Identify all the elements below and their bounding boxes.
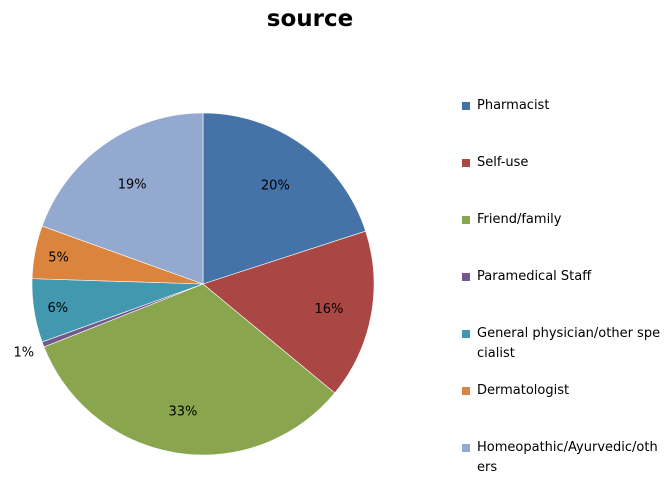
legend-label: Paramedical Staff (477, 269, 592, 284)
legend-label: General physician/other specialist (477, 326, 661, 361)
slice-data-label: 6% (47, 301, 68, 316)
slice-data-label: 33% (168, 405, 197, 420)
legend-label: Homeopathic/Ayurvedic/others (477, 440, 658, 475)
legend-item: Paramedical Staff (462, 267, 664, 287)
legend-swatch (462, 330, 470, 338)
pie-slice-pharmacist (202, 112, 367, 285)
legend-item: Pharmacist (462, 96, 664, 116)
chart-title: source (266, 6, 354, 32)
legend-swatch (462, 216, 470, 224)
legend-swatch (462, 387, 470, 395)
legend-label: Pharmacist (477, 98, 550, 113)
legend-swatch (462, 444, 470, 452)
legend-item: General physician/other specialist (462, 324, 664, 364)
pie-slice-homeopathic-ayurvedic-others (41, 112, 204, 285)
legend-swatch (462, 273, 470, 281)
pie-slice-friend-family (43, 283, 336, 456)
legend-item: Dermatologist (462, 381, 664, 401)
legend-swatch (462, 159, 470, 167)
legend-label: Friend/family (477, 212, 562, 227)
legend-item: Friend/family (462, 210, 664, 230)
legend-label: Self-use (477, 155, 529, 170)
slice-data-label: 19% (118, 177, 147, 192)
legend-label: Dermatologist (477, 383, 570, 398)
slice-data-label: 1% (14, 346, 35, 361)
legend-swatch (462, 102, 470, 110)
legend-item: Homeopathic/Ayurvedic/others (462, 438, 664, 478)
slice-data-label: 5% (48, 250, 69, 265)
slice-data-label: 16% (315, 302, 344, 317)
pie-slice-self-use (202, 230, 375, 394)
legend-item: Self-use (462, 153, 664, 173)
slice-data-label: 20% (261, 178, 290, 193)
